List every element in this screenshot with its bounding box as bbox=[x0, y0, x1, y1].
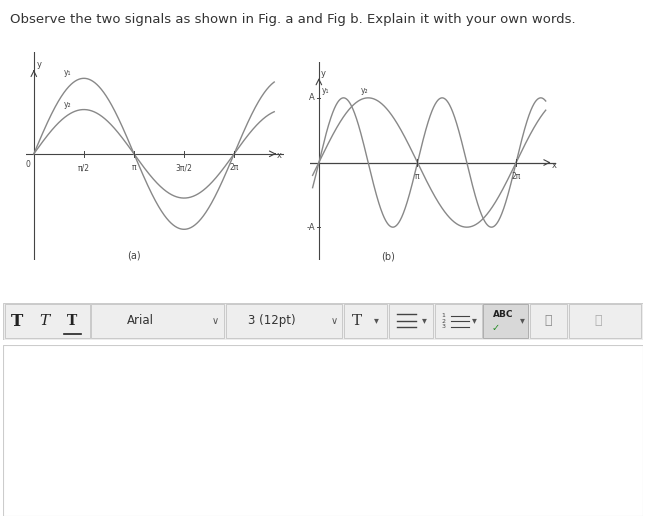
Text: y₂: y₂ bbox=[360, 86, 368, 94]
Text: A: A bbox=[309, 93, 315, 102]
Text: 3 (12pt): 3 (12pt) bbox=[248, 314, 296, 327]
Text: y₂: y₂ bbox=[64, 100, 72, 108]
Text: y₁: y₁ bbox=[64, 68, 72, 77]
Text: 2: 2 bbox=[441, 319, 445, 324]
Text: T: T bbox=[67, 315, 78, 328]
Bar bbox=[344, 305, 387, 338]
Bar bbox=[5, 305, 90, 338]
Bar bbox=[226, 305, 342, 338]
Bar bbox=[483, 305, 528, 338]
Text: T: T bbox=[352, 313, 362, 327]
Text: Observe the two signals as shown in Fig. a and Fig b. Explain it with your own w: Observe the two signals as shown in Fig.… bbox=[10, 13, 576, 26]
Text: π/2: π/2 bbox=[78, 163, 90, 172]
Text: T: T bbox=[11, 313, 23, 330]
Bar bbox=[92, 305, 224, 338]
Text: T: T bbox=[40, 315, 50, 328]
Text: ▾: ▾ bbox=[472, 316, 476, 325]
Text: ▾: ▾ bbox=[374, 316, 379, 325]
Text: x: x bbox=[552, 161, 557, 170]
Bar bbox=[530, 305, 567, 338]
Text: 🔗: 🔗 bbox=[545, 314, 552, 327]
Text: ▾: ▾ bbox=[422, 316, 427, 325]
Text: ✓: ✓ bbox=[492, 323, 500, 333]
Bar bbox=[569, 305, 641, 338]
Bar bbox=[389, 305, 433, 338]
Text: -A: -A bbox=[306, 223, 315, 231]
Text: ▾: ▾ bbox=[520, 316, 525, 325]
Text: 3: 3 bbox=[441, 324, 445, 330]
Text: ⛓: ⛓ bbox=[594, 314, 602, 327]
Text: y: y bbox=[320, 69, 326, 78]
Text: 3π/2: 3π/2 bbox=[176, 163, 193, 172]
Text: y: y bbox=[36, 60, 41, 69]
Text: ∨: ∨ bbox=[331, 316, 338, 325]
Text: 0: 0 bbox=[25, 160, 30, 169]
Text: 1: 1 bbox=[441, 313, 445, 318]
Text: Arial: Arial bbox=[127, 314, 154, 327]
Text: π: π bbox=[132, 163, 136, 172]
Text: ∨: ∨ bbox=[212, 316, 219, 325]
Text: π: π bbox=[415, 172, 420, 181]
Text: (a): (a) bbox=[127, 251, 141, 261]
Text: (b): (b) bbox=[381, 251, 395, 261]
Text: ABC: ABC bbox=[493, 310, 514, 319]
Text: 2π: 2π bbox=[229, 163, 239, 172]
Text: x: x bbox=[277, 152, 282, 160]
Bar bbox=[435, 305, 482, 338]
Text: 2π: 2π bbox=[512, 172, 521, 181]
Text: y₁: y₁ bbox=[322, 86, 329, 94]
